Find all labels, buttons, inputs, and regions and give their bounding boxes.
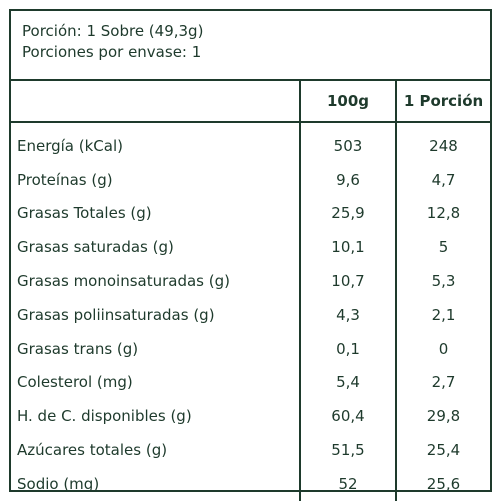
portion-size: Porción: 1 Sobre (49,3g) <box>22 22 204 40</box>
table-row: Grasas monoinsaturadas (g) 10,7 5,3 <box>11 264 490 298</box>
table-row: Grasas poliinsaturadas (g) 4,3 2,1 <box>11 297 490 332</box>
value-per-100g: 4,3 <box>299 297 396 332</box>
value-per-portion: 0 <box>395 331 490 366</box>
table-row: Grasas trans (g) 0,1 0 <box>11 331 490 366</box>
nutrient-label: Sodio (mg) <box>17 474 100 493</box>
value-per-100g: 5,4 <box>299 365 396 400</box>
nutrient-label: Grasas trans (g) <box>17 339 139 358</box>
table-row: Azúcares totales (g) 51,5 25,4 <box>11 433 490 467</box>
table-row: Colesterol (mg) 5,4 2,7 <box>11 365 490 400</box>
header-row: 100g 1 Porción <box>11 81 490 123</box>
value-per-100g: 51,5 <box>299 433 396 467</box>
nutrient-label: Grasas Totales (g) <box>17 204 152 223</box>
nutrient-label: Grasas monoinsaturadas (g) <box>17 272 230 291</box>
value-per-portion: 5 <box>395 230 490 265</box>
nutrient-label: Energía (kCal) <box>17 136 123 155</box>
value-per-portion: 5,3 <box>395 264 490 298</box>
nutrient-label: Grasas saturadas (g) <box>17 238 174 257</box>
nutrient-label: Grasas poliinsaturadas (g) <box>17 305 215 324</box>
value-per-portion: 25,4 <box>395 433 490 467</box>
value-per-portion: 2,1 <box>395 297 490 332</box>
portions-per-package: Porciones por envase: 1 <box>22 43 202 61</box>
table-row: Proteínas (g) 9,6 4,7 <box>11 162 490 197</box>
nutrient-label: Azúcares totales (g) <box>17 441 168 460</box>
nutrient-label: Colesterol (mg) <box>17 373 133 392</box>
value-per-portion: 25,6 <box>395 466 490 501</box>
value-per-100g: 503 <box>299 122 396 163</box>
value-per-portion: 12,8 <box>395 196 490 231</box>
value-per-portion: 248 <box>395 122 490 163</box>
table-row: Sodio (mg) 52 25,6 <box>11 466 490 501</box>
value-per-100g: 52 <box>299 466 396 501</box>
table-row: Grasas Totales (g) 25,9 12,8 <box>11 196 490 231</box>
value-per-100g: 60,4 <box>299 399 396 434</box>
header-per-portion: 1 Porción <box>395 81 490 123</box>
nutrient-label: Proteínas (g) <box>17 170 113 189</box>
table-row: Grasas saturadas (g) 10,1 5 <box>11 230 490 265</box>
value-per-portion: 4,7 <box>395 162 490 197</box>
nutrient-label: H. de C. disponibles (g) <box>17 407 192 426</box>
table-row: Energía (kCal) 503 248 <box>11 122 490 163</box>
value-per-100g: 0,1 <box>299 331 396 366</box>
value-per-100g: 9,6 <box>299 162 396 197</box>
nutrition-facts-panel: Porción: 1 Sobre (49,3g) Porciones por e… <box>9 9 492 501</box>
value-per-portion: 2,7 <box>395 365 490 400</box>
header-label <box>11 81 300 123</box>
value-per-100g: 10,1 <box>299 230 396 265</box>
header-per-100g: 100g <box>299 81 396 123</box>
value-per-100g: 25,9 <box>299 196 396 231</box>
portion-info: Porción: 1 Sobre (49,3g) Porciones por e… <box>11 11 490 81</box>
nutrition-table: 100g 1 Porción Energía (kCal) 503 248 Prote… <box>11 81 490 501</box>
value-per-portion: 29,8 <box>395 399 490 434</box>
table-row: H. de C. disponibles (g) 60,4 29,8 <box>11 399 490 434</box>
value-per-100g: 10,7 <box>299 264 396 298</box>
